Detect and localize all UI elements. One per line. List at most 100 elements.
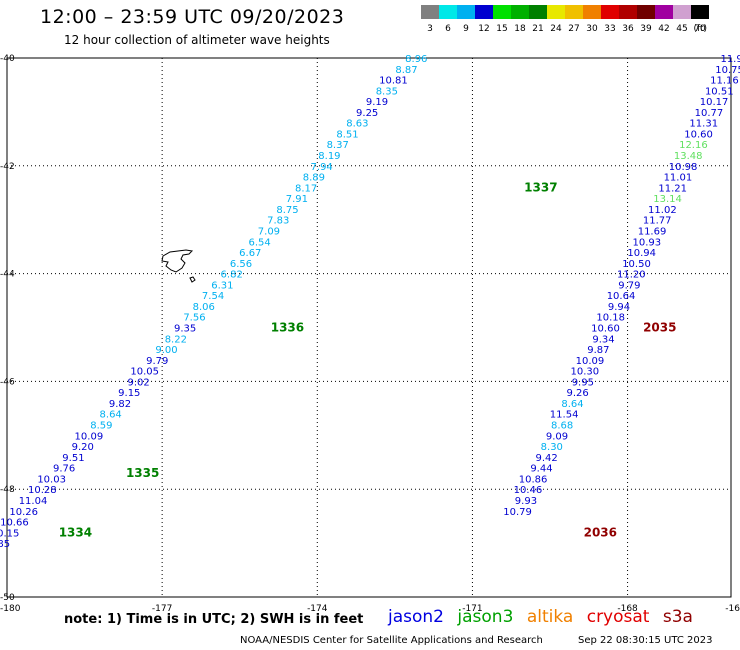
- lat-tick-label: -42: [0, 162, 15, 172]
- wave-height-value: 10.75: [715, 65, 740, 76]
- wave-height-value: 9.26: [567, 388, 589, 399]
- colorbar-unit: (ft): [693, 24, 707, 34]
- wave-height-value: 6.82: [221, 270, 243, 281]
- wave-height-value: 9.00: [155, 345, 177, 356]
- colorbar-swatch: [493, 5, 511, 19]
- pass-number-label: 2036: [584, 525, 617, 539]
- wave-height-value: 10.94: [627, 248, 656, 259]
- colorbar-label: 45: [676, 24, 687, 34]
- wave-height-value: 9.25: [356, 108, 378, 119]
- lat-tick-label: -44: [0, 270, 15, 280]
- wave-height-value: 6.31: [211, 280, 233, 291]
- wave-height-value: 10.66: [0, 518, 29, 529]
- wave-height-value: 9.09: [546, 431, 568, 442]
- wave-height-value: 8.87: [395, 65, 417, 76]
- colorbar-label: 3: [427, 24, 433, 34]
- wave-height-value: 8.59: [90, 421, 112, 432]
- lat-tick-label: -48: [0, 485, 15, 495]
- wave-height-value: 9.99: [0, 550, 1, 561]
- colorbar-label: 21: [532, 24, 543, 34]
- wave-height-value: 10.09: [576, 356, 605, 367]
- wave-height-value: 9.02: [127, 377, 149, 388]
- lon-tick-label: -16: [725, 604, 740, 614]
- pass-number-label: 1337: [524, 180, 557, 194]
- wave-height-value: 8.19: [318, 151, 340, 162]
- island-outline: [161, 249, 194, 273]
- legend-s3a: s3a: [662, 607, 693, 627]
- wave-height-value: 10.60: [684, 129, 713, 140]
- wave-height-value: 7.83: [267, 216, 289, 227]
- wave-height-value: 10.17: [700, 97, 729, 108]
- footer-note: note: 1) Time is in UTC; 2) SWH is in fe…: [64, 612, 364, 627]
- colorbar-label: 42: [658, 24, 669, 34]
- wave-height-value: 9.15: [118, 388, 140, 399]
- wave-height-value: 10.81: [379, 76, 408, 87]
- lon-tick-label: -168: [617, 604, 638, 614]
- legend-cryosat: cryosat: [586, 607, 650, 627]
- map-frame: [6, 57, 732, 598]
- page-subtitle: 12 hour collection of altimeter wave hei…: [64, 33, 330, 47]
- wave-height-value: 9.79: [618, 280, 640, 291]
- pass-number-label: 1334: [59, 525, 92, 539]
- page-title: 12:00 – 23:59 UTC 09/20/2023: [40, 6, 345, 28]
- wave-height-value: 8.22: [165, 334, 187, 345]
- wave-height-value: 9.95: [572, 377, 594, 388]
- colorbar-swatch: [601, 5, 619, 19]
- wave-height-value: 11.16: [710, 76, 739, 87]
- credit-line: NOAA/NESDIS Center for Satellite Applica…: [240, 635, 543, 646]
- wave-height-value: 10.15: [0, 528, 19, 539]
- wave-height-value: 10.09: [75, 431, 104, 442]
- wave-height-value: 9.94: [608, 302, 630, 313]
- color-scale-bar: 3 6 9 12 15 18 21 24 27 30 33 36 39 42 45 70(ft): [421, 5, 709, 34]
- colorbar-swatch: [583, 5, 601, 19]
- wave-height-value: 11.20: [617, 270, 646, 281]
- wave-height-value: 8.35: [376, 86, 398, 97]
- wave-height-value: 9.93: [515, 496, 537, 507]
- lat-tick-label: -46: [0, 377, 15, 387]
- colorbar-swatch: [655, 5, 673, 19]
- pass-number-label: 1336: [271, 321, 304, 335]
- wave-height-value: 7.56: [183, 313, 205, 324]
- colorbar-swatch: [511, 5, 529, 19]
- wave-height-value: 10.03: [37, 474, 66, 485]
- wave-height-value: 8.51: [336, 129, 358, 140]
- wave-height-value: 10.50: [622, 259, 651, 270]
- wave-height-value: 9.44: [530, 464, 552, 475]
- generated-timestamp: Sep 22 08:30:15 UTC 2023: [578, 635, 713, 646]
- wave-height-value: 11.02: [648, 205, 677, 216]
- lon-tick-label: -177: [152, 604, 172, 614]
- lon-tick-label: -180: [0, 604, 21, 614]
- wave-height-value: 8.30: [541, 442, 563, 453]
- wave-height-value: 11.04: [19, 496, 48, 507]
- lon-tick-label: -171: [462, 604, 482, 614]
- wave-height-value: 7.91: [286, 194, 308, 205]
- island-outline: [189, 276, 196, 283]
- wave-height-value: 9.87: [587, 345, 609, 356]
- wave-height-value: 8.96: [405, 54, 427, 65]
- wave-height-value: 9.82: [109, 399, 131, 410]
- colorbar-label: 30: [586, 24, 598, 34]
- wave-height-value: 9.35: [174, 324, 196, 335]
- legend-jason3: jason3: [457, 607, 514, 627]
- wave-height-value: 11.31: [689, 119, 718, 130]
- colorbar-label: 24: [550, 24, 562, 34]
- wave-height-value: 8.06: [193, 302, 215, 313]
- colorbar-swatch: [565, 5, 583, 19]
- wave-height-value: 11.77: [643, 216, 672, 227]
- lat-tick-label: -40: [0, 54, 15, 64]
- wave-height-value: 6.54: [248, 237, 270, 248]
- colorbar-swatch: [475, 5, 493, 19]
- colorbar-swatch: [529, 5, 547, 19]
- legend-altika: altika: [526, 607, 574, 627]
- colorbar-swatch: [421, 5, 439, 19]
- wave-height-value: 9.20: [72, 442, 94, 453]
- colorbar-label: 18: [514, 24, 526, 34]
- wave-height-value: 10.46: [514, 485, 543, 496]
- wave-height-value: 8.17: [295, 183, 317, 194]
- wave-height-value: 10.30: [570, 367, 599, 378]
- colorbar-swatch: [457, 5, 475, 19]
- wave-height-value: 10.93: [633, 237, 662, 248]
- wave-height-value: 8.63: [346, 119, 368, 130]
- colorbar-swatch: [691, 5, 709, 19]
- wave-height-value: 8.89: [303, 173, 325, 184]
